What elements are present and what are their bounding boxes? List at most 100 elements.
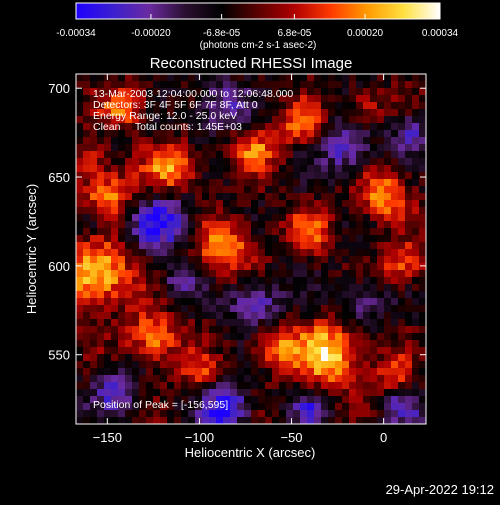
heatmap-cell xyxy=(335,221,343,229)
heatmap-cell xyxy=(167,361,175,369)
heatmap-cell xyxy=(265,123,273,131)
heatmap-cell xyxy=(216,256,224,264)
heatmap-cell xyxy=(356,151,364,159)
heatmap-cell xyxy=(167,102,175,110)
heatmap-cell xyxy=(307,228,315,236)
heatmap-cell xyxy=(412,228,420,236)
heatmap-cell xyxy=(153,165,161,173)
heatmap-cell xyxy=(251,249,259,257)
heatmap-cell xyxy=(279,319,287,327)
heatmap-cell xyxy=(195,116,203,124)
heatmap-cell xyxy=(202,249,210,257)
heatmap-cell xyxy=(328,214,336,222)
heatmap-cell xyxy=(167,326,175,334)
heatmap-cell xyxy=(174,333,182,341)
heatmap-cell xyxy=(251,242,259,250)
heatmap-cell xyxy=(279,375,287,383)
heatmap-cell xyxy=(125,228,133,236)
heatmap-cell xyxy=(216,403,224,411)
heatmap-cell xyxy=(265,200,273,208)
heatmap-cell xyxy=(146,221,154,229)
heatmap-cell xyxy=(342,151,350,159)
heatmap-cell xyxy=(377,165,385,173)
heatmap-cell xyxy=(146,256,154,264)
heatmap-cell xyxy=(349,277,357,285)
heatmap-cell xyxy=(160,284,168,292)
heatmap-cell xyxy=(139,130,147,138)
heatmap-cell xyxy=(118,396,126,404)
heatmap-cell xyxy=(300,270,308,278)
heatmap-cell xyxy=(76,74,84,82)
heatmap-cell xyxy=(167,186,175,194)
heatmap-cell xyxy=(398,186,406,194)
heatmap-cell xyxy=(195,305,203,313)
heatmap-cell xyxy=(111,116,119,124)
heatmap-cell xyxy=(342,109,350,117)
heatmap-cell xyxy=(370,130,378,138)
heatmap-cell xyxy=(139,319,147,327)
heatmap-cell xyxy=(97,361,105,369)
heatmap-cell xyxy=(328,130,336,138)
heatmap-cell xyxy=(363,354,371,362)
heatmap-cell xyxy=(90,410,98,418)
heatmap-cell xyxy=(139,249,147,257)
heatmap-cell xyxy=(132,228,140,236)
heatmap-cell xyxy=(202,263,210,271)
heatmap-cell xyxy=(384,81,392,89)
heatmap-cell xyxy=(90,354,98,362)
heatmap-cell xyxy=(237,137,245,145)
heatmap-cell xyxy=(391,228,399,236)
heatmap-cell xyxy=(363,109,371,117)
heatmap-cell xyxy=(405,144,413,152)
heatmap-cell xyxy=(370,417,378,425)
heatmap-cell xyxy=(104,340,112,348)
heatmap-cell xyxy=(160,263,168,271)
heatmap-cell xyxy=(391,88,399,96)
heatmap-cell xyxy=(76,179,84,187)
heatmap-cell xyxy=(265,298,273,306)
heatmap-cell xyxy=(202,340,210,348)
heatmap-cell xyxy=(202,81,210,89)
heatmap-cell xyxy=(349,102,357,110)
heatmap-cell xyxy=(335,340,343,348)
heatmap-cell xyxy=(195,193,203,201)
heatmap-cell xyxy=(335,235,343,243)
heatmap-cell xyxy=(391,130,399,138)
heatmap-cell xyxy=(377,382,385,390)
heatmap-cell xyxy=(97,326,105,334)
heatmap-cell xyxy=(293,165,301,173)
heatmap-cell xyxy=(118,102,126,110)
heatmap-cell xyxy=(391,200,399,208)
heatmap-cell xyxy=(111,235,119,243)
heatmap-cell xyxy=(356,200,364,208)
heatmap-cell xyxy=(153,81,161,89)
heatmap-cell xyxy=(195,284,203,292)
heatmap-cell xyxy=(181,144,189,152)
heatmap-cell xyxy=(349,95,357,103)
heatmap-cell xyxy=(146,88,154,96)
heatmap-cell xyxy=(83,284,91,292)
heatmap-cell xyxy=(363,382,371,390)
heatmap-cell xyxy=(202,228,210,236)
heatmap-cell xyxy=(314,172,322,180)
heatmap-cell xyxy=(104,186,112,194)
heatmap-cell xyxy=(118,144,126,152)
heatmap-cell xyxy=(293,277,301,285)
heatmap-cell xyxy=(181,179,189,187)
heatmap-cell xyxy=(111,389,119,397)
heatmap-cell xyxy=(125,375,133,383)
heatmap-cell xyxy=(223,333,231,341)
heatmap-cell xyxy=(391,291,399,299)
heatmap-cell xyxy=(167,270,175,278)
heatmap-cell xyxy=(160,221,168,229)
heatmap-cell xyxy=(307,123,315,131)
heatmap-cell xyxy=(230,109,238,117)
heatmap-cell xyxy=(293,123,301,131)
heatmap-cell xyxy=(118,179,126,187)
heatmap-cell xyxy=(188,382,196,390)
heatmap-cell xyxy=(174,88,182,96)
heatmap-cell xyxy=(272,200,280,208)
heatmap-cell xyxy=(272,340,280,348)
heatmap-cell xyxy=(342,158,350,166)
heatmap-cell xyxy=(412,333,420,341)
